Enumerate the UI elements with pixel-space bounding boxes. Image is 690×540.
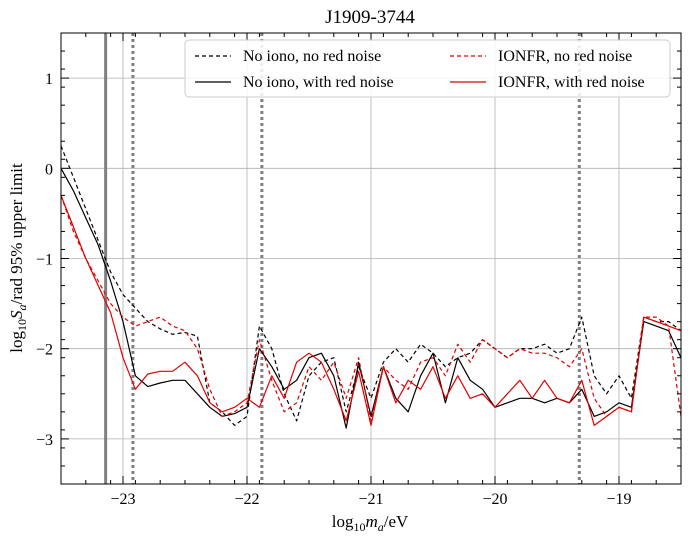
chart-title: J1909-3744: [325, 7, 415, 28]
series-lines: [60, 145, 682, 429]
y-tick-label: 0: [45, 161, 53, 178]
legend-box: [184, 39, 671, 98]
y-tick-label: −2: [36, 342, 53, 359]
x-tick-label: −22: [234, 491, 259, 508]
x-axis-label: log10ma/eV: [332, 512, 409, 534]
series-line: [60, 195, 682, 426]
legend-label: No iono, no red noise: [243, 48, 381, 65]
x-tick-label: −23: [110, 491, 135, 508]
x-tick-label: −21: [358, 491, 383, 508]
legend-label: No iono, with red noise: [243, 74, 394, 91]
x-tick-label: −19: [606, 491, 631, 508]
axis-ticks: −23 −22 −21 −20 −19 −3 −2 −1 0 1: [36, 32, 682, 508]
y-tick-label: −1: [36, 252, 53, 269]
legend: No iono, no red noise No iono, with red n…: [184, 39, 671, 98]
series-line: [60, 168, 682, 429]
y-tick-label: −3: [36, 432, 53, 449]
y-tick-label: 1: [45, 71, 53, 88]
x-tick-label: −20: [482, 491, 507, 508]
series-line: [60, 195, 682, 422]
y-axis-label: log10Sa/rad 95% upper limit: [7, 163, 29, 353]
legend-label: IONFR, no red noise: [498, 48, 632, 65]
legend-label: IONFR, with red noise: [498, 74, 645, 91]
